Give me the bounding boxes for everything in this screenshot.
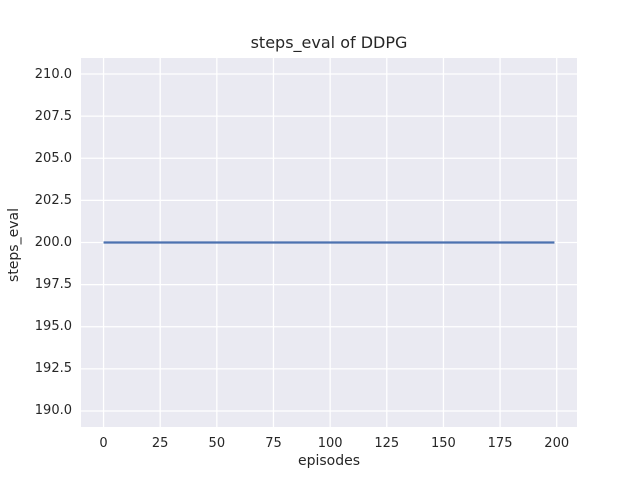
y-tick-label: 207.5 <box>34 108 72 124</box>
y-tick-label: 200.0 <box>34 235 72 250</box>
y-tick-label: 195.0 <box>34 319 72 335</box>
chart-title: steps_eval of DDPG <box>250 33 408 52</box>
x-tick-label: 75 <box>265 436 282 451</box>
x-axis-label: episodes <box>297 453 361 469</box>
y-tick-label: 210.0 <box>34 66 72 82</box>
x-tick-label: 50 <box>208 436 226 451</box>
y-tick-label: 190.0 <box>34 403 72 419</box>
y-tick-label: 202.5 <box>34 192 72 208</box>
x-tick-label: 25 <box>151 436 169 451</box>
x-tick-label: 0 <box>99 436 108 451</box>
x-tick-label: 100 <box>317 436 343 451</box>
y-tick-label: 205.0 <box>34 150 72 166</box>
y-tick-label: 192.5 <box>34 361 72 377</box>
x-tick-label: 200 <box>544 436 570 451</box>
y-tick-label: 197.5 <box>34 277 72 293</box>
x-tick-label: 125 <box>374 436 400 451</box>
x-tick-label: 150 <box>431 436 456 451</box>
x-tick-label: 175 <box>487 436 513 451</box>
